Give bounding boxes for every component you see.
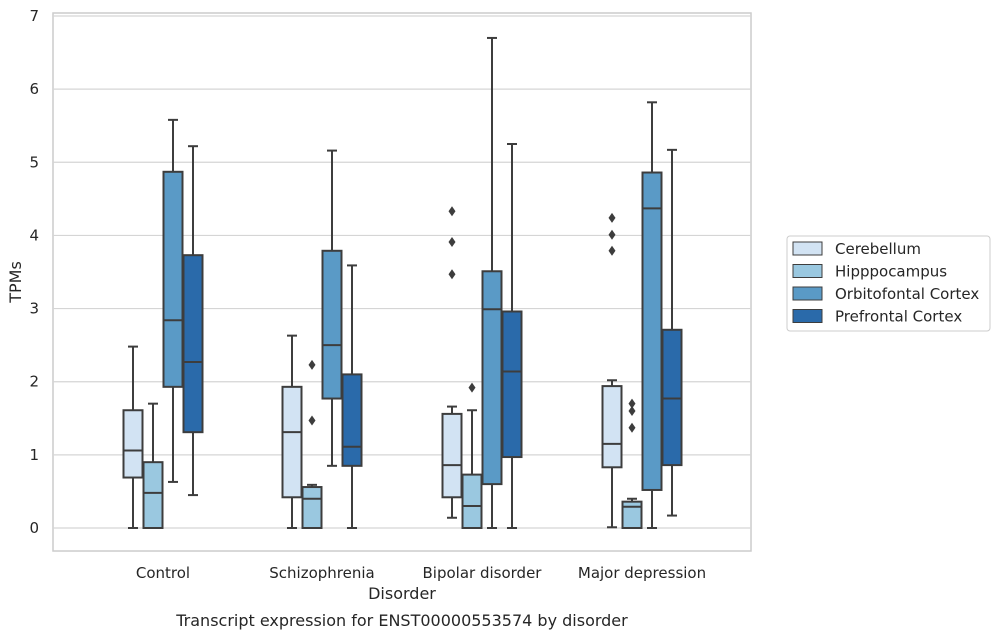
legend-label: Cerebellum <box>835 240 921 258</box>
y-tick-label: 0 <box>29 519 39 537</box>
box-hipppocampus-control <box>142 402 164 529</box>
box-hipppocampus-schizophrenia <box>301 359 323 530</box>
box-orbitofontal-cortex-control <box>162 118 184 483</box>
y-tick-label: 4 <box>29 226 39 244</box>
y-tick-label: 2 <box>29 373 39 391</box>
outlier-point <box>608 229 616 240</box>
outlier-point <box>608 245 616 256</box>
box-iqr <box>182 254 204 434</box>
box-iqr <box>601 385 623 469</box>
outlier-point <box>628 398 636 409</box>
legend-swatch <box>792 264 823 278</box>
box-cerebellum-schizophrenia <box>281 334 303 529</box>
x-tick-label: Control <box>136 564 190 582</box>
box-prefrontal-cortex-control <box>182 145 204 497</box>
legend-swatch <box>792 309 823 323</box>
y-tick-label: 1 <box>29 446 39 464</box>
box-hipppocampus-major-depression <box>621 398 643 530</box>
y-axis-label: TPMs <box>6 261 25 304</box>
outlier-point <box>448 269 456 280</box>
x-tick-label: Major depression <box>578 564 706 582</box>
box-orbitofontal-cortex-bipolar-disorder <box>481 36 503 529</box>
box-iqr <box>301 486 323 530</box>
y-tick-label: 7 <box>29 7 39 25</box>
box-cerebellum-control <box>122 345 144 529</box>
outlier-point <box>608 212 616 223</box>
x-axis-ticks: Control Schizophrenia Bipolar disorder Majo… <box>136 564 706 582</box>
box-iqr <box>162 170 184 388</box>
y-tick-label: 5 <box>29 153 39 171</box>
outlier-point <box>468 382 476 393</box>
chart-caption: Transcript expression for ENST0000055357… <box>175 611 628 630</box>
box-iqr <box>321 249 343 400</box>
outlier-point <box>628 405 636 416</box>
legend-label: Prefrontal Cortex <box>835 308 962 326</box>
legend-frame <box>786 235 991 332</box>
y-axis-ticks: 0 1 2 3 4 5 6 7 <box>29 7 39 537</box>
box-iqr <box>142 461 164 529</box>
y-tick-label: 6 <box>29 80 39 98</box>
x-axis-label: Disorder <box>368 584 436 603</box>
y-tick-label: 3 <box>29 300 39 318</box>
legend-swatch <box>792 241 823 256</box>
legend-label: Hipppocampus <box>835 263 947 281</box>
box-iqr <box>461 473 483 529</box>
boxes <box>122 36 683 530</box>
box-iqr <box>481 270 503 486</box>
box-iqr <box>281 385 303 499</box>
outlier-point <box>308 359 316 370</box>
legend: Cerebellum Hipppocampus Orbitofontal Corte… <box>786 235 991 332</box>
box-iqr <box>122 409 144 479</box>
box-cerebellum-bipolar-disorder <box>441 206 463 519</box>
box-prefrontal-cortex-schizophrenia <box>341 264 363 529</box>
legend-swatch <box>792 286 823 301</box>
box-iqr <box>341 373 363 467</box>
box-iqr <box>641 171 663 491</box>
box-orbitofontal-cortex-schizophrenia <box>321 149 343 467</box>
x-tick-label: Schizophrenia <box>269 564 374 582</box>
legend-label: Orbitofontal Cortex <box>835 285 979 303</box>
box-iqr <box>501 310 523 459</box>
x-tick-label: Bipolar disorder <box>423 564 543 582</box>
box-iqr <box>661 328 683 467</box>
box-cerebellum-major-depression <box>601 212 623 529</box>
outlier-point <box>448 237 456 248</box>
box-prefrontal-cortex-bipolar-disorder <box>501 143 523 529</box>
box-prefrontal-cortex-major-depression <box>661 148 683 517</box>
outlier-point <box>308 415 316 426</box>
box-iqr <box>441 412 463 499</box>
outlier-point <box>628 422 636 433</box>
outlier-point <box>448 206 456 217</box>
box-iqr <box>621 500 643 530</box>
box-hipppocampus-bipolar-disorder <box>461 382 483 529</box>
